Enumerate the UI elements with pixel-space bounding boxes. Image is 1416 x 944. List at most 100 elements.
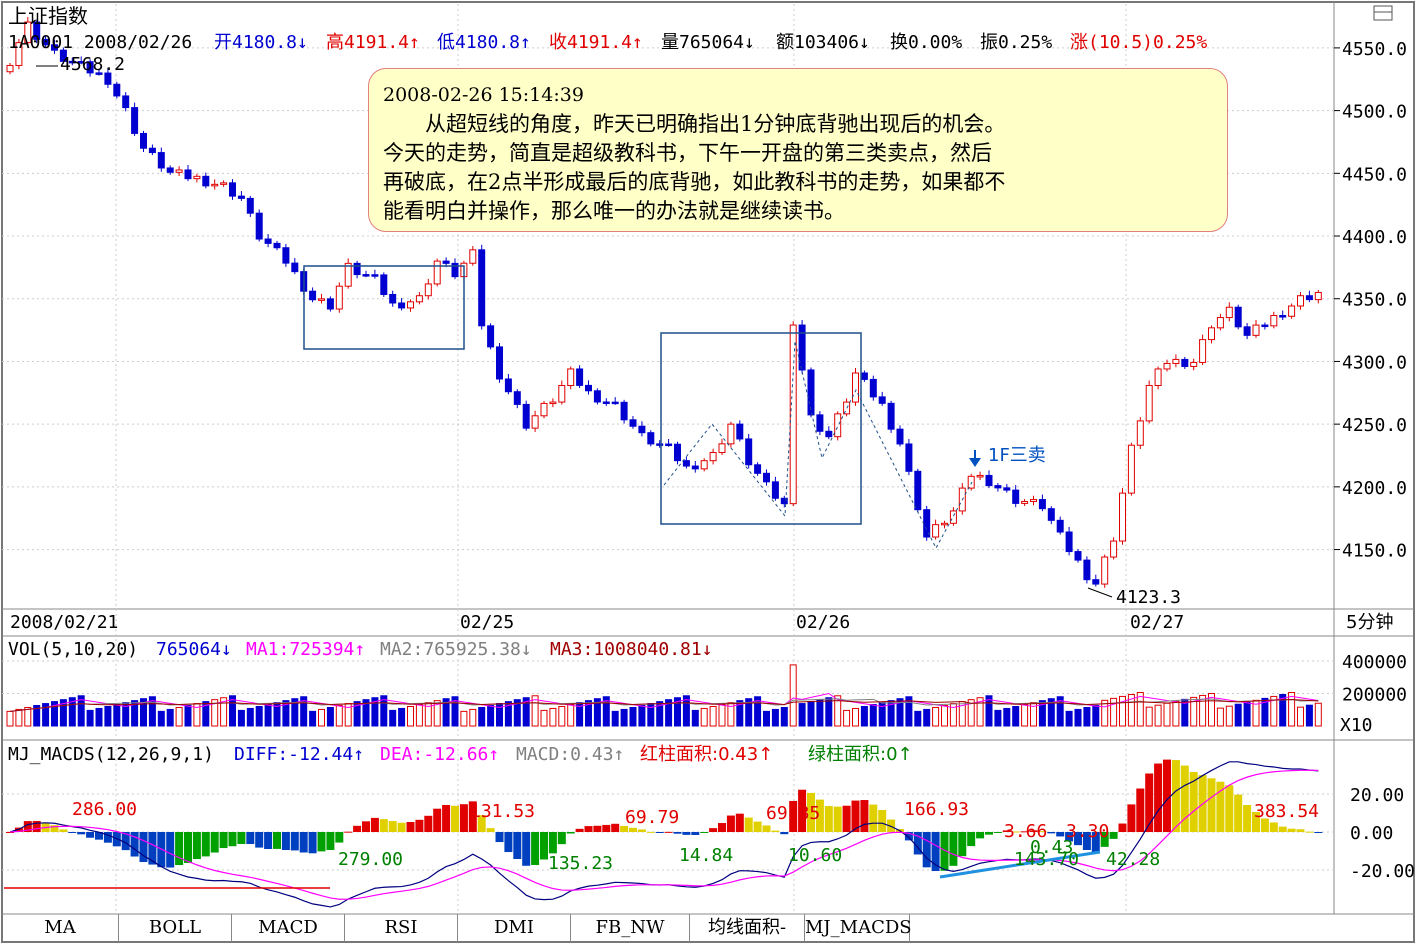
macd-bar: [1287, 828, 1296, 832]
volume-bar: [282, 700, 290, 727]
macd-bar: [611, 823, 620, 832]
price-tick-label: 4350.0: [1342, 290, 1407, 311]
price-tick-label: 4500.0: [1342, 102, 1407, 123]
tab-dmi[interactable]: DMI: [458, 914, 571, 942]
volume-bar: [709, 706, 717, 727]
macd-bar: [308, 832, 317, 854]
macd-bar: [50, 825, 59, 832]
volume-bar: [140, 698, 147, 727]
candle-body: [638, 425, 646, 434]
price-tick-label: 4450.0: [1342, 164, 1407, 185]
tab-mj-macds[interactable]: MJ_MACDS: [805, 914, 912, 942]
candle-body: [878, 396, 886, 404]
macd-bar: [1038, 831, 1047, 833]
candle-body: [611, 401, 619, 405]
macd-bar: [459, 804, 468, 832]
volume-bar: [362, 699, 370, 727]
candle-body: [620, 401, 628, 421]
macd-area-label: 143.70: [1014, 849, 1080, 870]
candle-body: [1012, 489, 1020, 504]
macd-bar: [664, 831, 673, 833]
macd-bar: [433, 808, 442, 832]
tab-ma-area[interactable]: 均线面积-: [690, 914, 805, 942]
vol-value: 765064↓: [156, 639, 232, 660]
macd-bar: [237, 832, 246, 844]
volume-bar: [656, 701, 664, 727]
vol-ma3: MA3:1008040.81↓: [550, 639, 713, 660]
volume-bar: [148, 696, 156, 727]
candle-body: [949, 510, 957, 524]
window-toggle-icon[interactable]: [1373, 5, 1393, 21]
macd-bar: [299, 832, 308, 853]
volume-bar: [629, 706, 637, 727]
macd-bar: [1100, 832, 1109, 847]
wave-path: [663, 340, 973, 550]
candle-body: [113, 83, 121, 97]
candle-body: [371, 274, 379, 277]
candle-body: [1074, 551, 1082, 561]
candle-body: [433, 260, 441, 285]
candle-body: [309, 290, 317, 301]
code-date: 1A0001 2008/02/26: [8, 32, 193, 53]
candle-body: [549, 401, 557, 405]
volume-bar: [1225, 705, 1233, 727]
volume-bar: [932, 706, 940, 727]
candle-body: [255, 212, 263, 240]
volume-bar: [1234, 703, 1242, 727]
candle-body: [193, 175, 201, 180]
price-tick-label: 4200.0: [1342, 478, 1407, 499]
volume-bar: [68, 697, 76, 727]
candle-body: [1199, 339, 1207, 363]
vol-ma1: MA1:725394↑: [246, 639, 366, 660]
macd-bar: [993, 832, 1002, 833]
macd-bar: [1225, 785, 1234, 832]
macd-bar: [415, 819, 424, 832]
volume-bar: [1216, 707, 1224, 727]
macd-area-label: 286.00: [72, 799, 138, 820]
volume-bar: [1074, 708, 1082, 727]
macd-bar: [1305, 831, 1314, 833]
volume-bar: [665, 699, 673, 727]
macd-bar: [762, 825, 771, 832]
candle-body: [1092, 579, 1100, 585]
index-name: 上证指数: [8, 4, 88, 28]
candle-body: [1181, 358, 1189, 367]
macd-area-label: 69.85: [766, 803, 821, 824]
candle-body: [540, 402, 548, 417]
candle-body: [869, 378, 877, 398]
macd-bar: [246, 832, 255, 845]
candle-body: [362, 274, 370, 277]
macd-area-label: 383.54: [1254, 801, 1320, 822]
macd-bar: [175, 832, 184, 866]
period-selector[interactable]: 5分钟: [1346, 612, 1394, 633]
candle-body: [531, 415, 539, 429]
macd-bar: [807, 792, 815, 832]
macd-name: MJ_MACDS(12,26,9,1): [8, 744, 214, 765]
tab-ma[interactable]: MA: [2, 914, 119, 942]
candle-body: [1021, 500, 1029, 504]
pivot-box-2: [660, 332, 862, 525]
macd-bar: [682, 832, 691, 835]
candle-body: [487, 325, 495, 348]
tab-macd[interactable]: MACD: [232, 914, 345, 942]
volume-bar: [771, 708, 779, 727]
macd-area-label: 3.30: [1066, 821, 1110, 842]
volume-bar: [905, 696, 913, 727]
tab-rsi[interactable]: RSI: [345, 914, 458, 942]
volume-bar: [398, 707, 406, 727]
divergence-line: [939, 850, 1101, 879]
volume-bar: [335, 705, 343, 727]
macd-area-label: 14.84: [679, 845, 734, 866]
macd-bar: [504, 832, 513, 853]
tab-boll[interactable]: BOLL: [119, 914, 232, 942]
vol-tick-label: 400000: [1342, 652, 1407, 673]
volume-bar: [994, 709, 1002, 727]
volume-bar: [852, 707, 859, 727]
volume-bar: [220, 697, 228, 727]
macd-bar: [869, 804, 878, 832]
tab-fb-nw[interactable]: FB_NW: [571, 914, 690, 942]
macd-bar: [1020, 831, 1029, 833]
candle-body: [1208, 327, 1215, 341]
macd-area-label: 0.43: [1030, 837, 1074, 858]
volume-bar: [549, 707, 557, 727]
